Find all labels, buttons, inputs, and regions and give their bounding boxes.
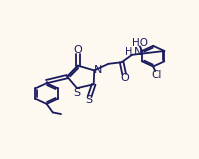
Text: H: H xyxy=(125,47,132,57)
Text: S: S xyxy=(73,88,81,98)
Text: S: S xyxy=(85,95,92,105)
Text: HO: HO xyxy=(132,38,148,48)
Text: O: O xyxy=(120,73,129,83)
Text: N: N xyxy=(134,47,142,57)
Text: N: N xyxy=(94,65,103,75)
Text: Cl: Cl xyxy=(151,70,161,80)
Text: O: O xyxy=(74,45,82,55)
